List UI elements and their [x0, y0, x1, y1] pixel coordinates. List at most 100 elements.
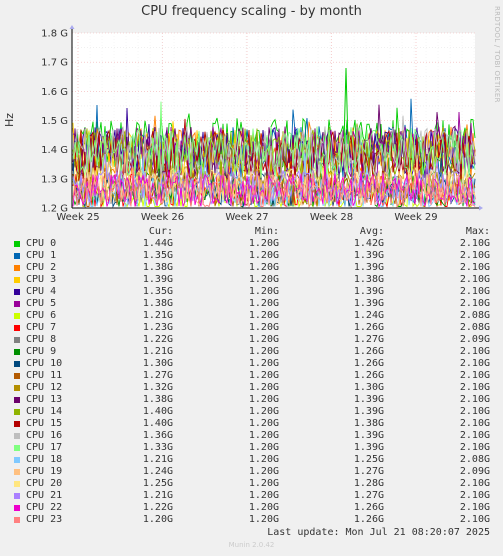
legend-cur-value: 1.38G [142, 298, 173, 309]
legend-max-value: 2.09G [459, 466, 490, 477]
legend-row: CPU 9 1.21G 1.20G 1.26G 2.10G [0, 346, 503, 358]
legend-row: CPU 23 1.20G 1.20G 1.26G 2.10G [0, 514, 503, 526]
rrdtool-credit: RRDTOOL / TOBI OETIKER [493, 6, 501, 103]
legend-row: CPU 5 1.38G 1.20G 1.39G 2.10G [0, 298, 503, 310]
legend-avg-value: 1.26G [353, 502, 384, 513]
legend-series-name: CPU 12 [26, 382, 63, 393]
legend-max-value: 2.10G [459, 358, 490, 369]
legend-min-value: 1.20G [248, 466, 279, 477]
legend-series-name: CPU 4 [26, 286, 57, 297]
legend-min-value: 1.20G [248, 418, 279, 429]
legend-min-value: 1.20G [248, 262, 279, 273]
legend-row: CPU 13 1.38G 1.20G 1.39G 2.10G [0, 394, 503, 406]
legend-min-value: 1.20G [248, 382, 279, 393]
y-axis-label: Hz [3, 113, 16, 127]
legend-series-name: CPU 7 [26, 322, 57, 333]
y-tick-label: 1.7 G [41, 58, 68, 69]
legend-swatch [14, 265, 20, 271]
legend-cur-value: 1.36G [142, 430, 173, 441]
legend-swatch [14, 373, 20, 379]
chart-title: CPU frequency scaling - by month [141, 4, 362, 19]
legend-series-name: CPU 1 [26, 250, 57, 261]
legend-swatch [14, 325, 20, 331]
legend-row: CPU 19 1.24G 1.20G 1.27G 2.09G [0, 466, 503, 478]
legend-max-value: 2.10G [459, 382, 490, 393]
legend-row: CPU 15 1.40G 1.20G 1.38G 2.10G [0, 418, 503, 430]
legend-cur-value: 1.21G [142, 346, 173, 357]
legend-row: CPU 4 1.35G 1.20G 1.39G 2.10G [0, 286, 503, 298]
legend-cur-value: 1.32G [142, 382, 173, 393]
legend-avg-value: 1.38G [353, 418, 384, 429]
legend-series-name: CPU 15 [26, 418, 63, 429]
legend-swatch [14, 493, 20, 499]
legend-max-value: 2.10G [459, 262, 490, 273]
legend-swatch [14, 385, 20, 391]
legend-avg-value: 1.38G [353, 274, 384, 285]
legend-avg-value: 1.39G [353, 286, 384, 297]
legend-avg-value: 1.26G [353, 358, 384, 369]
legend-cur-value: 1.21G [142, 454, 173, 465]
legend-cur-value: 1.39G [142, 274, 173, 285]
legend-row: CPU 20 1.25G 1.20G 1.28G 2.10G [0, 478, 503, 490]
legend-max-value: 2.10G [459, 394, 490, 405]
legend-max-value: 2.08G [459, 310, 490, 321]
legend-avg-value: 1.27G [353, 490, 384, 501]
legend-swatch [14, 433, 20, 439]
legend-cur-value: 1.21G [142, 490, 173, 501]
legend-series-name: CPU 22 [26, 502, 63, 513]
legend-cur-value: 1.38G [142, 262, 173, 273]
legend-row: CPU 21 1.21G 1.20G 1.27G 2.10G [0, 490, 503, 502]
legend-max-value: 2.09G [459, 334, 490, 345]
x-tick-label: Week 27 [225, 212, 268, 223]
legend-series-name: CPU 18 [26, 454, 63, 465]
legend-row: CPU 10 1.30G 1.20G 1.26G 2.10G [0, 358, 503, 370]
legend-min-value: 1.20G [248, 334, 279, 345]
y-axis-arrow [69, 25, 75, 29]
legend-series-name: CPU 10 [26, 358, 63, 369]
legend-row: CPU 17 1.33G 1.20G 1.39G 2.10G [0, 442, 503, 454]
legend-cur-value: 1.22G [142, 502, 173, 513]
legend-min-value: 1.20G [248, 346, 279, 357]
legend-cur-value: 1.40G [142, 406, 173, 417]
y-tick-label: 1.8 G [41, 29, 68, 40]
series-line-cpu-17 [72, 101, 476, 179]
legend-max-value: 2.10G [459, 418, 490, 429]
legend-swatch [14, 397, 20, 403]
legend-cur-value: 1.35G [142, 286, 173, 297]
legend-min-value: 1.20G [248, 358, 279, 369]
legend-swatch [14, 277, 20, 283]
legend-cur-value: 1.20G [142, 514, 173, 525]
legend-series-name: CPU 11 [26, 370, 63, 381]
legend-avg-value: 1.39G [353, 430, 384, 441]
y-tick-label: 1.3 G [41, 174, 68, 185]
legend-min-value: 1.20G [248, 514, 279, 525]
legend-cur-value: 1.30G [142, 358, 173, 369]
header-min: Min: [254, 226, 279, 237]
legend-cur-value: 1.44G [142, 238, 173, 249]
chart-area: 1.2 G 1.3 G 1.4 G 1.5 G 1.6 G 1.7 G 1.8 G Week… [3, 25, 483, 223]
legend-row: CPU 14 1.40G 1.20G 1.39G 2.10G [0, 406, 503, 418]
legend-row: CPU 7 1.23G 1.20G 1.26G 2.08G [0, 322, 503, 334]
legend-cur-value: 1.27G [142, 370, 173, 381]
legend-series-name: CPU 14 [26, 406, 63, 417]
legend-avg-value: 1.26G [353, 514, 384, 525]
legend-row: CPU 12 1.32G 1.20G 1.30G 2.10G [0, 382, 503, 394]
legend-avg-value: 1.24G [353, 310, 384, 321]
legend-min-value: 1.20G [248, 430, 279, 441]
series-spike-cpu-0 [343, 67, 349, 144]
legend-cur-value: 1.25G [142, 478, 173, 489]
legend-series-name: CPU 9 [26, 346, 57, 357]
axes [69, 25, 483, 211]
x-axis-arrow [479, 205, 483, 211]
legend-min-value: 1.20G [248, 478, 279, 489]
legend-swatch [14, 481, 20, 487]
legend-max-value: 2.08G [459, 454, 490, 465]
legend-max-value: 2.10G [459, 478, 490, 489]
legend-swatch [14, 469, 20, 475]
legend-row: CPU 8 1.22G 1.20G 1.27G 2.09G [0, 334, 503, 346]
x-tick-labels: Week 25 Week 26 Week 27 Week 28 Week 29 [56, 212, 437, 223]
legend-min-value: 1.20G [248, 490, 279, 501]
legend-series-name: CPU 3 [26, 274, 57, 285]
legend-avg-value: 1.27G [353, 466, 384, 477]
legend-min-value: 1.20G [248, 274, 279, 285]
